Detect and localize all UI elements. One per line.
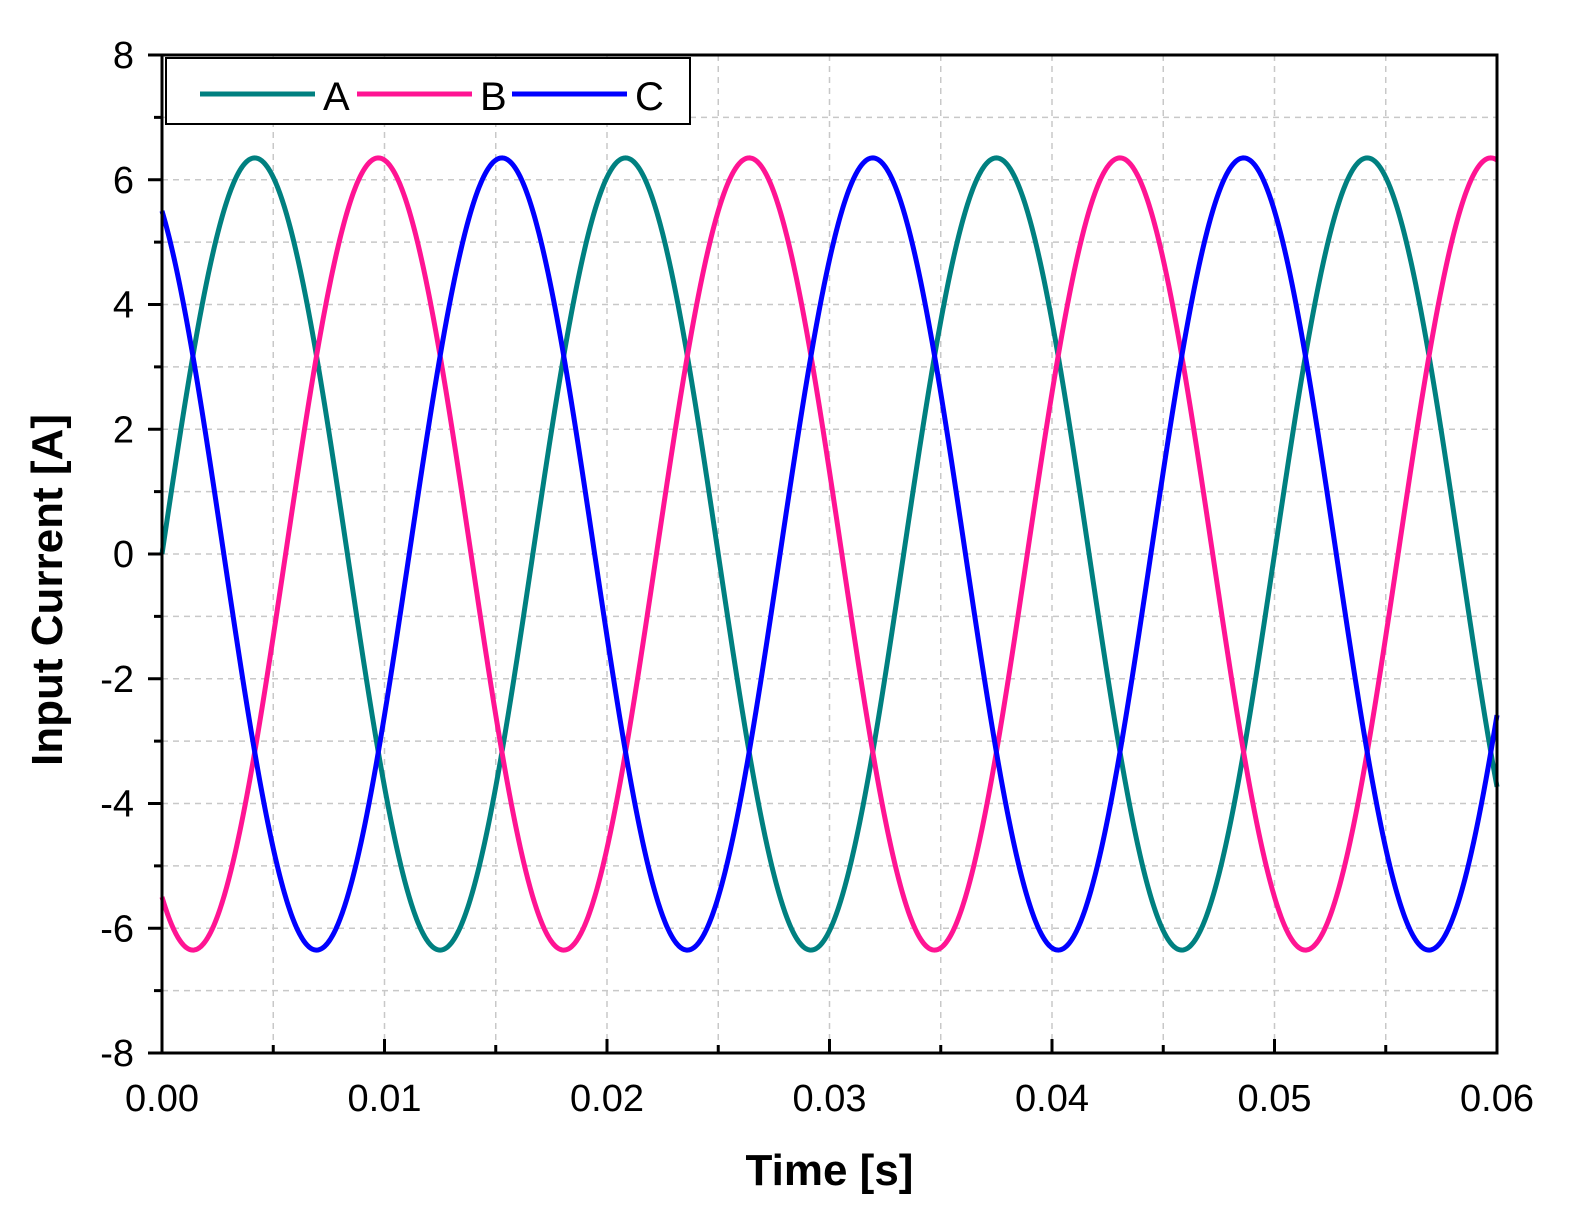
series-line-b [159, 155, 1499, 953]
y-tick-label: -2 [100, 659, 134, 701]
legend-label-a: A [323, 75, 350, 119]
y-tick-label: -4 [100, 784, 134, 826]
y-tick-label: 8 [113, 35, 134, 77]
x-tick-label: 0.00 [125, 1078, 199, 1120]
x-tick-label: 0.04 [1015, 1078, 1089, 1120]
y-axis-title: Input Current [A] [23, 414, 72, 766]
y-tick-label: 0 [113, 534, 134, 576]
axis-ticks [148, 53, 1499, 1055]
series-line-a [159, 155, 1500, 953]
legend-label-b: B [480, 75, 507, 119]
grid [162, 55, 1497, 1053]
y-tick-label: 4 [113, 285, 134, 327]
y-tick-label: -8 [100, 1033, 134, 1075]
y-tick-label: -6 [100, 908, 134, 950]
legend-label-c: C [635, 75, 664, 119]
x-tick-label: 0.06 [1460, 1078, 1534, 1120]
x-tick-label: 0.05 [1238, 1078, 1312, 1120]
y-tick-labels: -8 -6 -4 -2 0 2 4 6 8 [100, 35, 134, 1075]
legend: A B C [165, 57, 691, 125]
x-tick-label: 0.03 [793, 1078, 867, 1120]
legend-box [165, 57, 691, 125]
series-line-c [159, 155, 1500, 953]
y-tick-label: 6 [113, 160, 134, 202]
x-tick-labels: 0.00 0.01 0.02 0.03 0.04 0.05 0.06 [125, 1078, 1534, 1120]
x-tick-label: 0.01 [348, 1078, 422, 1120]
x-tick-label: 0.02 [570, 1078, 644, 1120]
series-lines [159, 155, 1500, 953]
y-tick-label: 2 [113, 409, 134, 451]
x-axis-title: Time [s] [746, 1146, 914, 1195]
